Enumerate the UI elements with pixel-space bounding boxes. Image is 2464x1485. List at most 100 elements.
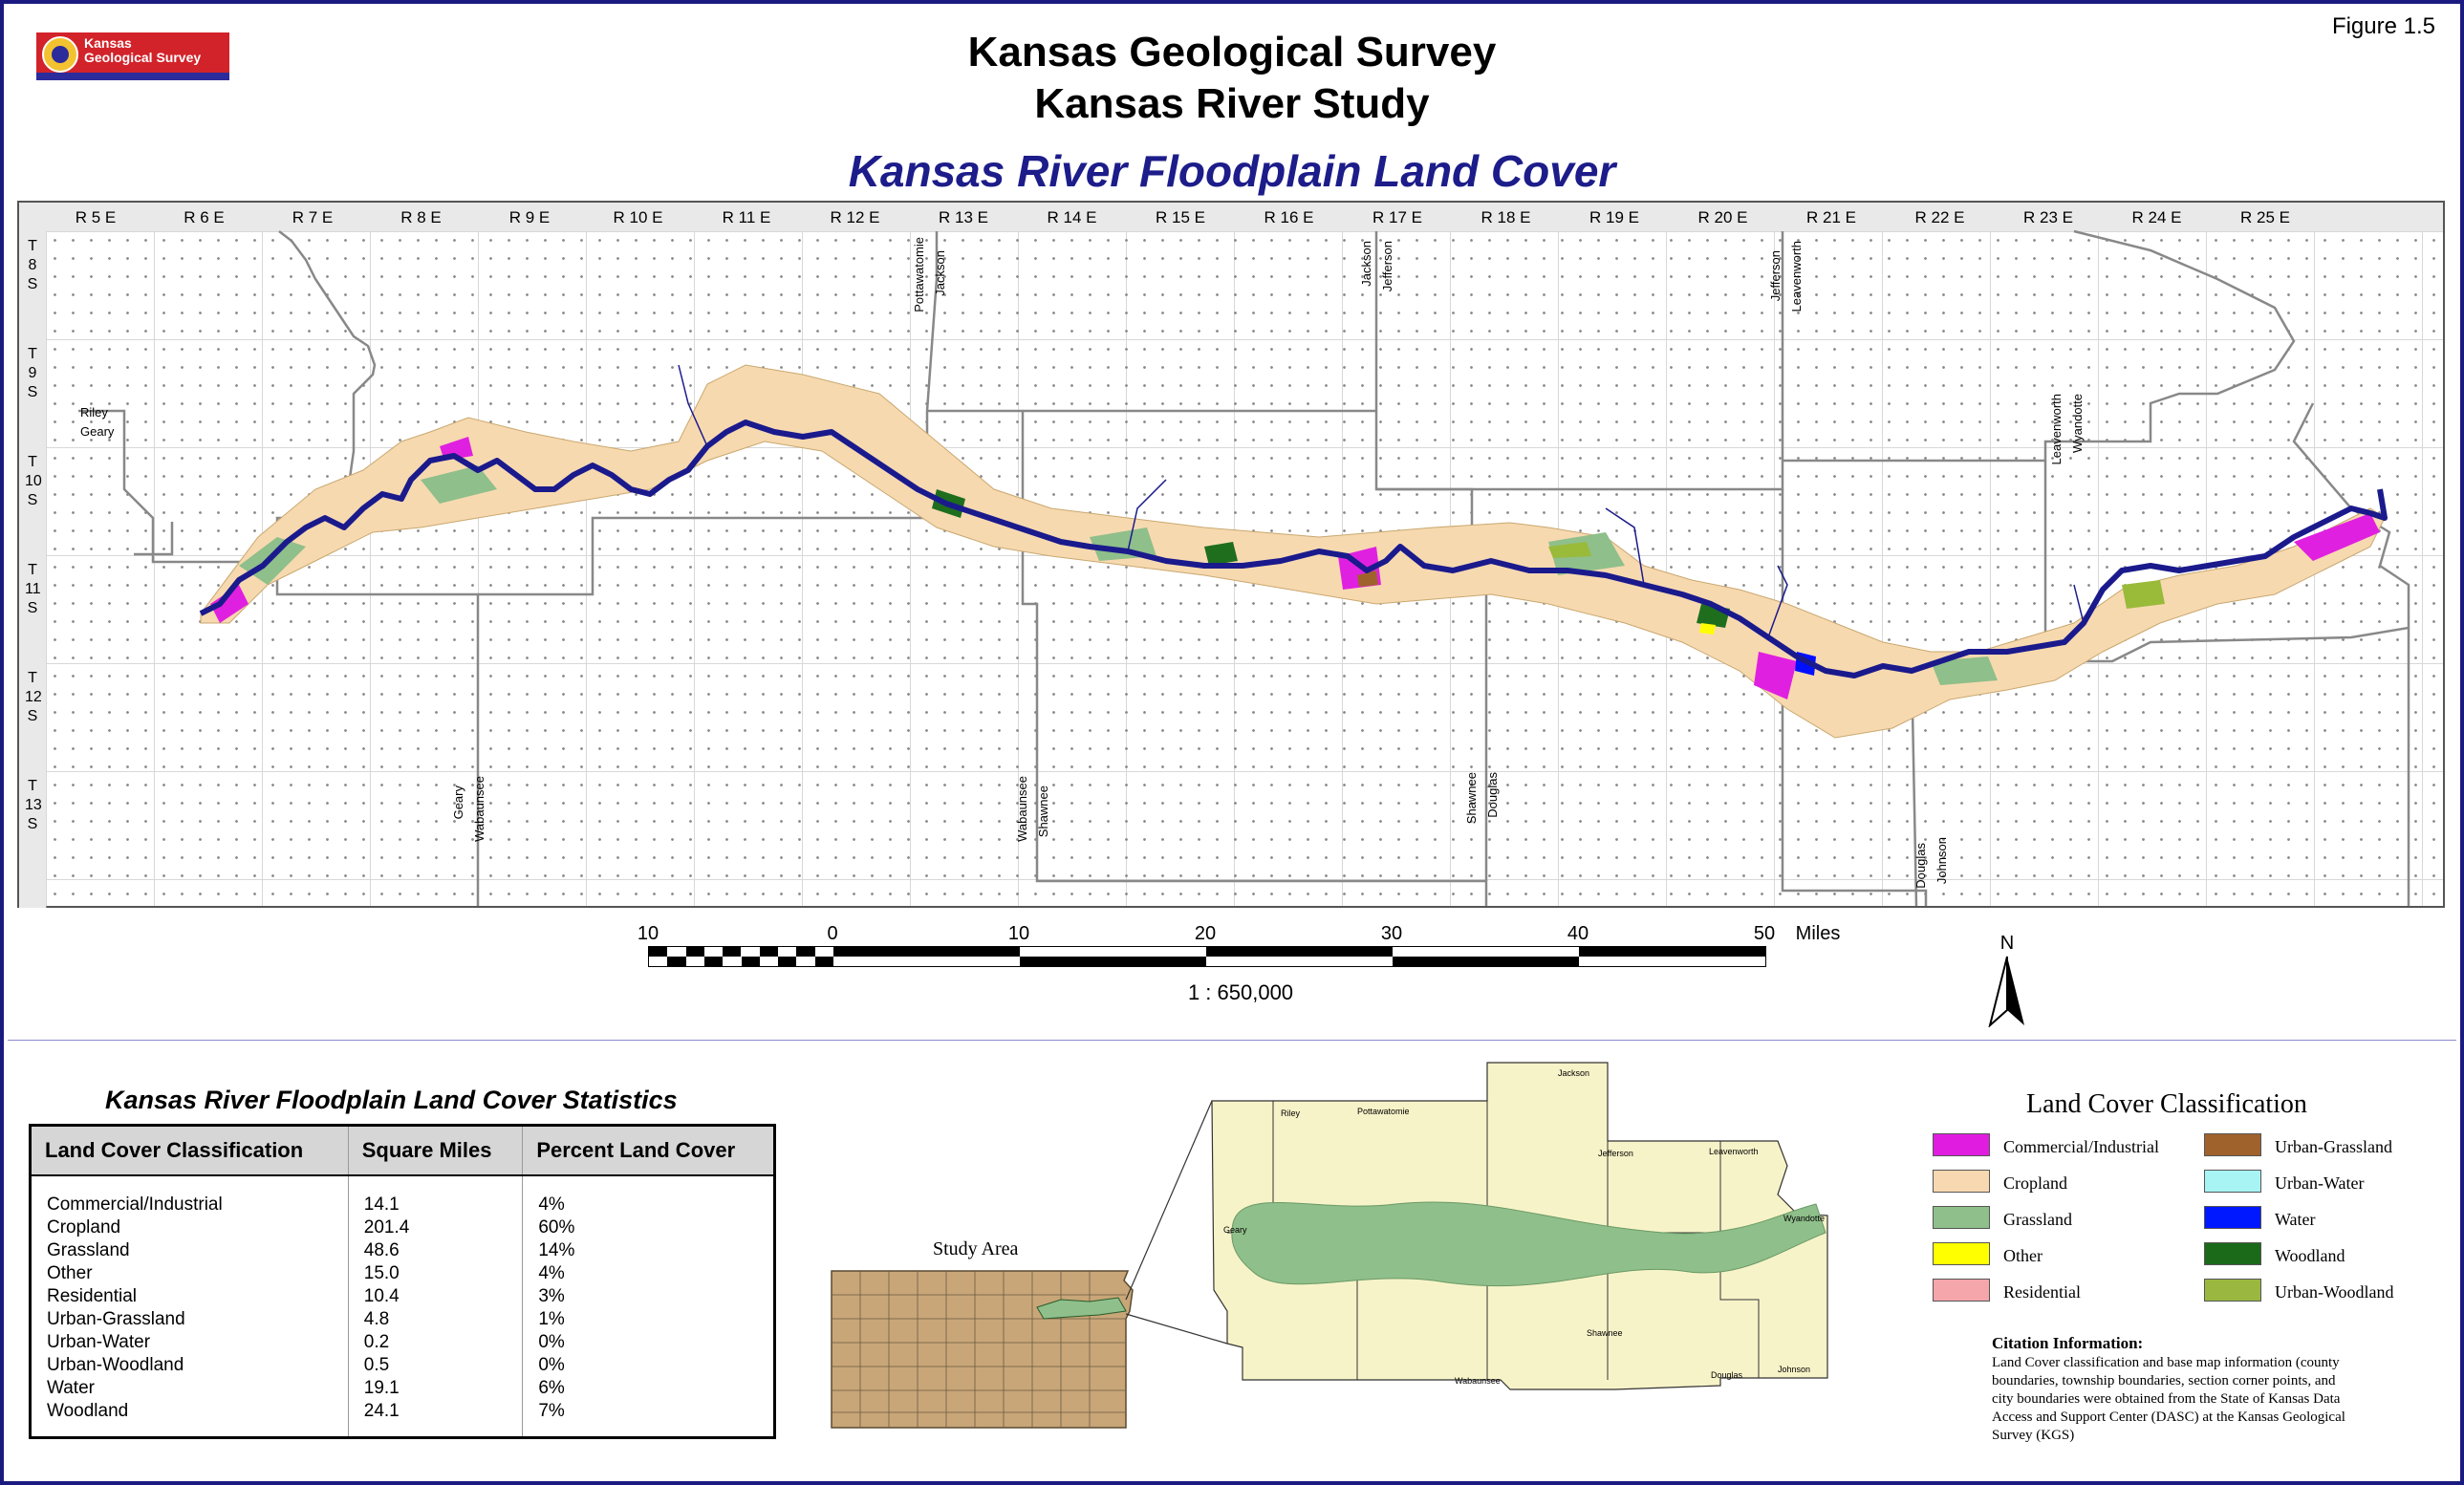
cell-percent: 60% [522, 1216, 775, 1239]
range-label: R 24 E [2131, 208, 2182, 226]
inset-label-geary: Geary [1223, 1225, 1247, 1235]
inset-label-johnson: Johnson [1778, 1365, 1810, 1374]
cell-classification: Woodland [47, 1401, 129, 1421]
cell-percent: 7% [522, 1400, 775, 1438]
county-label-jackson: Jackson [933, 250, 947, 296]
scale-segment [649, 947, 668, 957]
county-label-pottawatomie: Pottawatomie [912, 237, 926, 312]
section-divider [8, 1040, 2456, 1041]
scale-segment [759, 947, 779, 957]
cell-classification: Grassland [47, 1240, 130, 1260]
scale-tick-label: 20 [1194, 923, 1217, 944]
table-row: Urban-Grassland 4.8 1% [31, 1308, 775, 1331]
cell-percent: 4% [522, 1175, 775, 1216]
range-label: R 11 E [722, 208, 771, 226]
legend-swatch [1933, 1242, 1990, 1265]
county-label-wyandotte: Wyandotte [2070, 394, 2085, 454]
citation-title: Citation Information: [1992, 1334, 2144, 1352]
legend-swatch [1933, 1279, 1990, 1302]
inset-label-leavenworth: Leavenworth [1709, 1147, 1759, 1156]
cell-percent: 3% [522, 1285, 775, 1308]
kansas-state-map [831, 1270, 1134, 1429]
table-row: Woodland 24.1 7% [31, 1400, 775, 1438]
study-counties-map [1211, 1062, 1828, 1390]
legend-label: Commercial/Industrial [2003, 1137, 2159, 1156]
scale-segment [833, 947, 1020, 957]
table-header-row: Land Cover Classification Square Miles P… [30, 1125, 775, 1176]
cell-square-miles: 201.4 [347, 1216, 523, 1239]
range-label: R 16 E [1264, 208, 1314, 226]
range-label: R 25 E [2240, 208, 2290, 226]
kansas-river [199, 420, 2388, 678]
legend-label: Urban-Water [2275, 1173, 2365, 1193]
cell-classification: Urban-Grassland [47, 1309, 185, 1329]
county-label-riley: Riley [80, 405, 108, 420]
legend-label: Other [2003, 1246, 2043, 1265]
figure-number: Figure 1.5 [2331, 13, 2435, 39]
range-label: R 10 E [613, 208, 663, 226]
cell-classification: Urban-Water [47, 1332, 151, 1352]
range-label: R 23 E [2023, 208, 2073, 226]
table-row: Other 15.0 4% [31, 1262, 775, 1285]
inset-label-jefferson: Jefferson [1598, 1149, 1633, 1158]
table-row: Urban-Water 0.2 0% [31, 1331, 775, 1354]
page-subtitle: Kansas River Study [1034, 80, 1430, 127]
range-label: R 18 E [1481, 208, 1531, 226]
cell-percent: 0% [522, 1354, 775, 1377]
logo-text: Kansas Geological Survey [84, 35, 202, 65]
township-label: T 13 S [25, 778, 42, 832]
legend-label: Woodland [2275, 1246, 2345, 1265]
township-label: T 11 S [25, 562, 41, 616]
cell-classification: Other [47, 1263, 93, 1283]
scale-segment [1020, 957, 1206, 966]
scale-segment [667, 957, 686, 966]
legend-label: Urban-Grassland [2275, 1137, 2392, 1156]
range-label: R 21 E [1806, 208, 1856, 226]
page-title: Kansas Geological Survey [967, 29, 1497, 75]
scale-segment [778, 957, 797, 966]
table-row: Cropland 201.4 60% [31, 1216, 775, 1239]
cell-percent: 0% [522, 1331, 775, 1354]
cell-square-miles: 15.0 [347, 1262, 523, 1285]
table-row: Water 19.1 6% [31, 1377, 775, 1400]
cell-square-miles: 48.6 [347, 1239, 523, 1262]
cell-percent: 14% [522, 1239, 775, 1262]
legend-swatch [2204, 1170, 2261, 1193]
range-label: R 12 E [830, 208, 880, 226]
county-label-wabaunsee-east: Wabaunsee [1015, 776, 1029, 842]
inset-label-riley: Riley [1281, 1108, 1301, 1118]
scale-unit: Miles [1795, 923, 1841, 944]
floodplain-cropland [200, 364, 2386, 739]
cell-classification: Commercial/Industrial [47, 1194, 223, 1215]
cell-percent: 6% [522, 1377, 775, 1400]
county-label-jackson-east: Jackson [1359, 241, 1373, 287]
inset-label-douglas: Douglas [1711, 1370, 1743, 1380]
cell-classification: Urban-Woodland [47, 1355, 184, 1375]
county-label-johnson: Johnson [1934, 837, 1949, 885]
legend-swatch [1933, 1206, 1990, 1229]
map-title: Kansas River Floodplain Land Cover [848, 146, 1616, 196]
scale-tick-label: 30 [1380, 923, 1403, 944]
cell-percent: 1% [522, 1308, 775, 1331]
county-label-leavenworth-south: Leavenworth [2049, 394, 2064, 465]
scale-segment [723, 947, 742, 957]
cell-square-miles: 0.5 [347, 1354, 523, 1377]
statistics-title: Kansas River Floodplain Land Cover Stati… [105, 1086, 678, 1114]
range-label: R 14 E [1047, 208, 1097, 226]
statistics-table: Land Cover Classification Square Miles P… [29, 1124, 776, 1439]
scale-tick-label: 10 [637, 923, 659, 944]
scale-tick-label: 50 [1753, 923, 1776, 944]
legend-label: Residential [2003, 1282, 2081, 1302]
table-row: Residential 10.4 3% [31, 1285, 775, 1308]
scale-segment [1393, 957, 1579, 966]
inset-label-wabaunsee: Wabaunsee [1455, 1376, 1501, 1386]
township-label: T 10 S [25, 454, 42, 508]
scale-segment [741, 957, 760, 966]
scale-ratio: 1 : 650,000 [1187, 980, 1294, 1004]
range-label: R 6 E [184, 208, 225, 226]
inset-map: Riley Pottawatomie Jackson Jefferson Lea… [831, 1062, 1828, 1429]
floodplain-map[interactable]: R 5 E R 6 E R 7 E R 8 E R 9 E R 10 E R 11 E R 1… [17, 201, 2445, 908]
inset-label-pottawatomie: Pottawatomie [1357, 1107, 1410, 1116]
range-label: R 5 E [75, 208, 117, 226]
